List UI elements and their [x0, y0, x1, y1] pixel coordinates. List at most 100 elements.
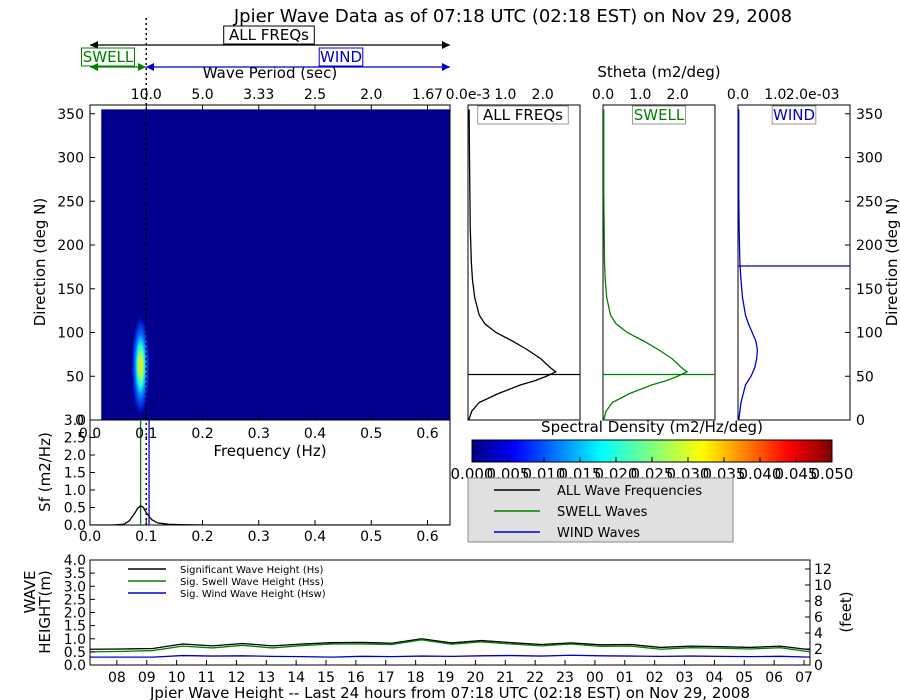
wave-height-x-tick-label: 13 — [257, 670, 275, 686]
wave-height-series-line — [90, 654, 811, 658]
wave-height-x-tick-label: 18 — [407, 670, 425, 686]
wave-height-feet-tick-label: 2 — [814, 642, 823, 658]
stheta-y-tick-label: 0 — [856, 413, 865, 429]
heatmap-x-tick-label: 0.2 — [191, 426, 213, 442]
stheta-all-tick-label: 0.0e-3 — [446, 87, 491, 103]
wave-height-feet-tick-label: 0 — [814, 658, 823, 674]
wave-height-x-tick-label: 08 — [108, 670, 126, 686]
wave-height-x-tick-label: 01 — [616, 670, 634, 686]
period-tick-label: 1.67 — [412, 87, 443, 103]
sf-y-tick-label: 1.0 — [64, 483, 86, 499]
stheta-wind-line — [738, 109, 759, 421]
wave-height-feet-axis-label: (feet) — [837, 591, 855, 632]
colorbar-tick-label: 0.050 — [811, 465, 854, 483]
stheta-swell-tick-label: 1.0 — [629, 87, 651, 103]
wave-height-x-tick-label: 17 — [377, 670, 395, 686]
sf-y-tick-label: 0.0 — [64, 518, 86, 534]
stheta-swell-frame — [602, 104, 716, 421]
swell-arrow — [90, 63, 146, 71]
all-freqs-arrow — [90, 41, 450, 49]
heatmap-field — [101, 109, 450, 420]
heatmap-y-tick-label: 0 — [75, 413, 84, 429]
sf-y-tick-label: 2.0 — [64, 448, 86, 464]
heatmap-x-tick-label: 0.3 — [248, 426, 270, 442]
heatmap-y-tick-label: 200 — [57, 238, 84, 254]
sf-x-tick-label: 0.3 — [248, 529, 270, 545]
stheta-all-label: ALL FREQs — [483, 106, 563, 124]
stheta-y-tick-label: 200 — [856, 238, 883, 254]
colorbar-title: Spectral Density (m2/Hz/deg) — [541, 418, 763, 436]
all-freqs-arrow-head-left — [90, 41, 98, 49]
stheta-wind-label: WIND — [773, 106, 815, 124]
period-tick-label: 10.0 — [131, 87, 162, 103]
wind-band-label: WIND — [320, 48, 362, 66]
sf-x-tick-label: 0.2 — [191, 529, 213, 545]
sf-y-tick-label: 0.5 — [64, 501, 86, 517]
stheta-all-tick-label: 1.0 — [494, 87, 516, 103]
wave-height-series-line — [89, 639, 811, 653]
stheta-swell-line — [603, 109, 689, 421]
heatmap-cells — [101, 109, 450, 420]
stheta-swell-tick-label: 0.0 — [592, 87, 614, 103]
heatmap-y-tick-label: 350 — [57, 107, 84, 123]
sf-y-tick-label: 1.5 — [64, 466, 86, 482]
wave-height-x-tick-label: 06 — [765, 670, 783, 686]
wave-height-x-tick-label: 11 — [198, 670, 216, 686]
heatmap-y-tick-label: 250 — [57, 194, 84, 210]
wave-height-series-line — [89, 638, 811, 651]
wave-height-y-tick-label: 0.0 — [64, 658, 86, 674]
stheta-all-tick-label: 2.0 — [532, 87, 554, 103]
stheta-y-tick-label: 350 — [856, 107, 883, 123]
heatmap-y-tick-label: 150 — [57, 282, 84, 298]
wave-height-x-tick-label: 04 — [705, 670, 723, 686]
sf-x-tick-label: 0.4 — [304, 529, 326, 545]
sf-y-tick-label: 2.5 — [64, 431, 86, 447]
wave-height-x-axis-label: Jpier Wave Height -- Last 24 hours from … — [149, 684, 750, 700]
wave-height-x-tick-label: 12 — [227, 670, 245, 686]
stheta-axis-label: Stheta (m2/deg) — [597, 63, 720, 81]
swell-band-label-box — [81, 47, 135, 67]
heatmap-x-tick-label: 0.0 — [79, 426, 101, 442]
heatmap-x-tick-label: 0.1 — [135, 426, 157, 442]
stheta-y-axis-label: Direction (deg N) — [883, 198, 900, 327]
stheta-swell-label: SWELL — [634, 106, 685, 124]
heatmap-x-tick-label: 0.6 — [416, 426, 438, 442]
frequency-axis-label: Frequency (Hz) — [213, 442, 326, 460]
stheta-wind-frame — [737, 104, 851, 421]
period-axis-label: Wave Period (sec) — [203, 64, 337, 82]
all-freqs-arrow-head-right — [442, 41, 450, 49]
swell-band-label: SWELL — [83, 48, 134, 66]
sf-x-tick-label: 0.5 — [360, 529, 382, 545]
stheta-all-line — [468, 109, 557, 421]
stheta-swell-label-box — [632, 105, 686, 125]
swell-arrow-head-left — [90, 63, 98, 71]
heatmap-x-tick-label: 0.4 — [304, 426, 326, 442]
wave-height-y-tick-label: 1.0 — [64, 632, 86, 648]
wave-height-x-tick-label: 10 — [168, 670, 186, 686]
wind-band-label-box — [318, 47, 364, 67]
wave-height-x-tick-label: 05 — [735, 670, 753, 686]
wave-height-legend-label: Sig. Swell Wave Height (Hss) — [180, 577, 324, 588]
stheta-wind-tick-label: 2.0e-03 — [786, 87, 840, 103]
stheta-y-tick-label: 250 — [856, 194, 883, 210]
wave-height-feet-tick-label: 4 — [814, 626, 823, 642]
legend-label: WIND Waves — [557, 526, 640, 541]
wave-height-x-tick-label: 02 — [646, 670, 664, 686]
wave-height-x-tick-label: 07 — [795, 670, 813, 686]
colorbar-tick-label: 0.045 — [775, 465, 818, 483]
wave-height-x-tick-label: 03 — [676, 670, 694, 686]
wind-arrow — [146, 63, 450, 71]
period-tick-label: 2.0 — [360, 87, 382, 103]
stheta-y-tick-label: 50 — [856, 369, 874, 385]
wave-height-x-tick-label: 21 — [496, 670, 514, 686]
wave-height-y-tick-label: 3.0 — [64, 579, 86, 595]
wave-height-x-tick-label: 20 — [466, 670, 484, 686]
period-tick-label: 3.33 — [243, 87, 274, 103]
sf-line — [90, 504, 450, 525]
wave-height-x-tick-label: 23 — [556, 670, 574, 686]
sf-x-tick-label: 0.6 — [416, 529, 438, 545]
wave-height-feet-tick-label: 8 — [814, 594, 823, 610]
heatmap-y-tick-label: 50 — [66, 369, 84, 385]
legend-label: SWELL Waves — [557, 505, 648, 520]
